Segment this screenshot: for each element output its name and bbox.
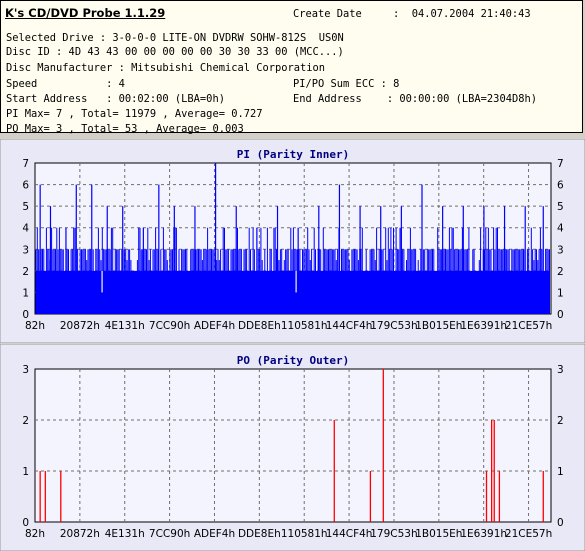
x-tick-label: 144CF4h <box>326 528 373 540</box>
x-tick-label: 1E6391h <box>460 528 507 540</box>
x-tick-label: 1B015Eh <box>415 320 462 332</box>
plot-area <box>34 368 552 523</box>
x-tick-label: 4E131h <box>105 528 145 540</box>
y-tick-left: 0 <box>22 309 29 321</box>
x-tick-label: ADEF4h <box>194 528 235 540</box>
x-tick-label: 7CC90h <box>149 320 190 332</box>
y-tick-left: 6 <box>22 180 29 192</box>
po-chart: PO (Parity Outer) 0 0 1 1 2 2 3 3 82h 20872h 4E131h… <box>0 344 585 551</box>
y-tick-right: 6 <box>557 180 564 192</box>
x-tick-label: 1E6391h <box>460 320 507 332</box>
y-tick-left: 0 <box>22 517 29 529</box>
selected-drive: Selected Drive : 3-0-0-0 LITE-ON DVDRW S… <box>6 32 344 44</box>
chart-title: PI (Parity Inner) <box>237 148 350 161</box>
create-date-value: : 04.07.2004 21:40:43 <box>393 8 531 20</box>
y-tick-left: 5 <box>22 201 29 213</box>
info-panel: K's CD/DVD Probe 1.1.29 Create Date : 04… <box>0 0 583 135</box>
pi-po-sum-ecc: PI/PO Sum ECC : 8 <box>293 78 400 90</box>
y-tick-left: 1 <box>22 466 29 478</box>
create-date-label: Create Date <box>293 8 362 20</box>
x-tick-label: 179C53h <box>370 528 417 540</box>
pi-chart: PI (Parity Inner) 0 0 1 1 2 2 3 3 4 4 5 5 6 6 7 7 82h 2087… <box>0 139 585 343</box>
y-tick-right: 3 <box>557 244 564 256</box>
x-tick-label: DDE8Eh <box>238 320 281 332</box>
start-address: Start Address : 00:02:00 (LBA=0h) <box>6 93 225 105</box>
x-tick-label: 4E131h <box>105 320 145 332</box>
y-tick-right: 7 <box>557 158 564 170</box>
x-tick-label: 110581h <box>281 320 328 332</box>
y-tick-left: 4 <box>22 223 29 235</box>
disc-manufacturer: Disc Manufacturer : Mitsubishi Chemical … <box>6 62 326 74</box>
disc-id: Disc ID : 4D 43 43 00 00 00 00 00 30 30 … <box>6 46 344 58</box>
x-tick-label: 82h <box>25 528 45 540</box>
x-tick-label: 21CE57h <box>505 320 552 332</box>
y-tick-left: 3 <box>22 364 29 376</box>
x-tick-label: 82h <box>25 320 45 332</box>
x-tick-label: 20872h <box>60 528 100 540</box>
y-tick-right: 3 <box>557 364 564 376</box>
x-tick-label: DDE8Eh <box>238 528 281 540</box>
y-tick-right: 4 <box>557 223 564 235</box>
pi-stats: PI Max= 7 , Total= 11979 , Average= 0.72… <box>6 108 263 120</box>
y-tick-left: 3 <box>22 244 29 256</box>
y-tick-right: 2 <box>557 415 564 427</box>
y-tick-left: 2 <box>22 415 29 427</box>
x-tick-label: 7CC90h <box>149 528 190 540</box>
x-tick-label: 179C53h <box>370 320 417 332</box>
x-tick-label: 1B015Eh <box>415 528 462 540</box>
x-tick-label: 110581h <box>281 528 328 540</box>
x-tick-label: 20872h <box>60 320 100 332</box>
y-tick-left: 2 <box>22 266 29 278</box>
y-tick-right: 0 <box>557 517 564 529</box>
end-address: End Address : 00:00:00 (LBA=2304D8h) <box>293 93 537 105</box>
y-tick-left: 7 <box>22 158 29 170</box>
x-tick-label: ADEF4h <box>194 320 235 332</box>
speed: Speed : 4 <box>6 78 125 90</box>
x-tick-label: 21CE57h <box>505 528 552 540</box>
y-tick-right: 1 <box>557 287 564 299</box>
app-title: K's CD/DVD Probe 1.1.29 <box>5 6 166 20</box>
y-tick-right: 2 <box>557 266 564 278</box>
chart-title: PO (Parity Outer) <box>237 354 350 367</box>
y-tick-right: 0 <box>557 309 564 321</box>
po-stats: PO Max= 3 , Total= 53 , Average= 0.003 <box>6 123 244 135</box>
x-tick-label: 144CF4h <box>326 320 373 332</box>
y-tick-right: 5 <box>557 201 564 213</box>
y-tick-left: 1 <box>22 287 29 299</box>
y-tick-right: 1 <box>557 466 564 478</box>
